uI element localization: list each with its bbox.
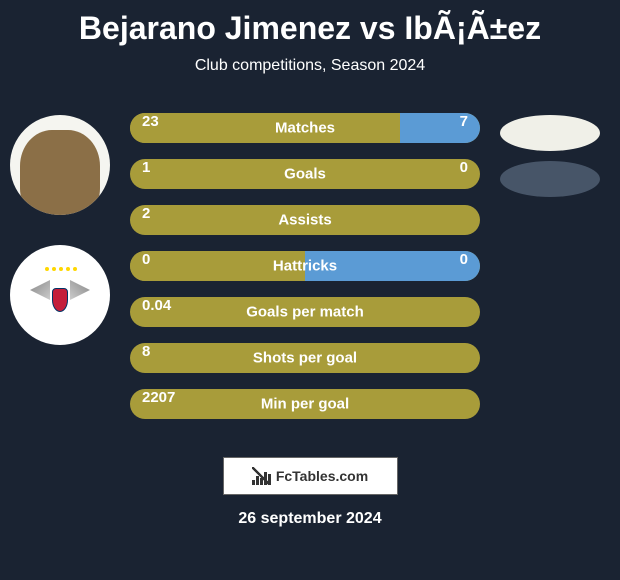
stat-bar: 1 Goals 0: [130, 159, 480, 189]
stat-value-left: 0: [130, 251, 150, 268]
stat-row: 2207 Min per goal: [130, 381, 480, 427]
page-title: Bejarano Jimenez vs IbÃ¡Ã±ez: [0, 10, 620, 47]
stat-value-left: 2207: [130, 389, 175, 406]
player-oval: [500, 161, 600, 197]
stat-row: 2 Assists: [130, 197, 480, 243]
date-text: 26 september 2024: [0, 510, 620, 528]
stat-bar: 0 Hattricks 0: [130, 251, 480, 281]
stat-value-left: 0.04: [130, 297, 171, 314]
stat-value-left: 2: [130, 205, 150, 222]
subtitle: Club competitions, Season 2024: [0, 57, 620, 75]
stat-bar: 23 Matches 7: [130, 113, 480, 143]
stat-row: 23 Matches 7: [130, 105, 480, 151]
stat-label: Hattricks: [273, 258, 337, 275]
stat-row: 1 Goals 0: [130, 151, 480, 197]
brand-text: FcTables.com: [276, 468, 368, 484]
stat-row: 8 Shots per goal: [130, 335, 480, 381]
avatar-face: [20, 130, 100, 215]
stat-value-right: 0: [460, 251, 480, 268]
stat-label: Goals: [284, 166, 326, 183]
player-oval: [500, 115, 600, 151]
chart-icon: [252, 467, 270, 485]
stat-value-left: 8: [130, 343, 150, 360]
stat-label: Matches: [275, 120, 335, 137]
stat-label: Shots per goal: [253, 350, 357, 367]
stats-bars: 23 Matches 7 1 Goals 0 2 Assists 0 Hattricks 0 0.04…: [120, 105, 490, 427]
right-column: [490, 105, 620, 427]
stat-bar: 8 Shots per goal: [130, 343, 480, 373]
stat-bar: 2207 Min per goal: [130, 389, 480, 419]
stat-bar: 2 Assists: [130, 205, 480, 235]
stat-bar: 0.04 Goals per match: [130, 297, 480, 327]
stat-value-left: 23: [130, 113, 159, 130]
brand-badge: FcTables.com: [223, 457, 398, 495]
stat-row: 0.04 Goals per match: [130, 289, 480, 335]
stat-label: Min per goal: [261, 396, 349, 413]
stat-row: 0 Hattricks 0: [130, 243, 480, 289]
player-avatar: [10, 115, 110, 215]
stat-value-right: 7: [460, 113, 480, 130]
stat-value-left: 1: [130, 159, 150, 176]
team-logo: [10, 245, 110, 345]
stat-label: Assists: [278, 212, 331, 229]
stat-label: Goals per match: [246, 304, 364, 321]
left-column: [0, 105, 120, 427]
stat-value-right: 0: [460, 159, 480, 176]
